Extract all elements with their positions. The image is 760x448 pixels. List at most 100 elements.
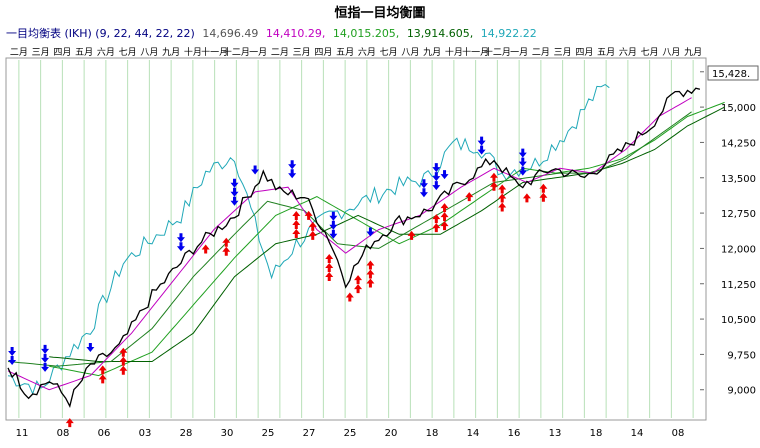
arrow-shape — [366, 278, 375, 288]
month-label: 四月 — [53, 47, 71, 58]
buy-arrow — [440, 203, 449, 213]
buy-arrow — [498, 202, 507, 212]
arrow-shape — [98, 374, 107, 384]
arrow-shape — [292, 219, 301, 229]
arrow-shape — [119, 356, 128, 366]
month-label: 三月 — [554, 47, 572, 58]
arrow-shape — [329, 229, 338, 239]
legend-value-price: 14,696.49 — [202, 27, 258, 40]
sell-arrow — [41, 362, 50, 372]
arrow-shape — [539, 192, 548, 202]
arrow-shape — [98, 365, 107, 375]
month-label: 九月 — [423, 47, 441, 58]
month-label: 三月 — [32, 47, 50, 58]
y-tick-label: 13,500 — [721, 174, 756, 185]
chart-title: 恒指一目均衡圖 — [334, 5, 425, 21]
buy-arrow — [201, 244, 210, 254]
month-label: 九月 — [162, 47, 180, 58]
arrow-shape — [354, 284, 363, 294]
buy-arrow — [539, 192, 548, 202]
arrow-shape — [477, 145, 486, 155]
sell-arrow — [432, 181, 441, 191]
x-tick-label: 25 — [262, 428, 275, 439]
arrow-shape — [41, 353, 50, 363]
series-tenkan — [7, 97, 692, 391]
sell-arrow — [477, 145, 486, 155]
legend-label: 一目均衡表 (IKH) (9, 22, 44, 22, 22) — [6, 26, 195, 40]
sell-arrow — [329, 211, 338, 221]
buy-arrow — [345, 292, 354, 302]
arrow-shape — [407, 230, 416, 240]
x-tick-label: 27 — [303, 428, 316, 439]
buy-arrow — [119, 365, 128, 375]
grid — [18, 60, 694, 418]
buy-arrow — [366, 269, 375, 279]
sell-arrow — [518, 166, 527, 176]
arrow-shape — [325, 254, 334, 264]
arrow-shape — [432, 172, 441, 182]
month-label: 八月 — [662, 47, 680, 58]
y-tick-label: 14,250 — [721, 138, 756, 149]
buy-arrow — [119, 347, 128, 357]
y-tick-label: 10,500 — [721, 315, 756, 326]
x-axis: 11 08 06 03 28 30 25 27 25 20 18 14 16 13 18 14 08 — [16, 428, 685, 439]
y-tick-label: 11,250 — [721, 280, 756, 291]
buy-arrow — [98, 374, 107, 384]
sell-arrow — [440, 170, 449, 180]
month-label: 七月 — [119, 47, 137, 58]
arrow-shape — [498, 184, 507, 194]
arrow-shape — [176, 242, 185, 252]
arrow-shape — [41, 362, 50, 372]
buy-arrow — [65, 418, 74, 428]
x-tick-label: 08 — [57, 428, 70, 439]
legend-value-chikou: 14,922.22 — [481, 27, 537, 40]
sell-arrow — [419, 188, 428, 198]
buy-arrow — [325, 272, 334, 282]
month-label: 五月 — [75, 47, 93, 58]
sell-arrow — [518, 148, 527, 158]
sell-arrow — [86, 343, 95, 353]
month-label: 一月 — [510, 47, 528, 58]
buy-arrow — [432, 223, 441, 233]
arrow-shape — [8, 356, 17, 366]
buy-arrow — [539, 183, 548, 193]
buy-arrow — [98, 365, 107, 375]
sell-arrow — [176, 233, 185, 243]
arrow-shape — [366, 260, 375, 270]
sell-arrow — [288, 169, 297, 179]
x-tick-label: 28 — [180, 428, 193, 439]
arrow-shape — [345, 292, 354, 302]
x-tick-label: 25 — [344, 428, 357, 439]
arrow-shape — [465, 192, 474, 202]
sell-arrow — [366, 227, 375, 237]
arrow-shape — [354, 275, 363, 285]
buy-arrow — [119, 356, 128, 366]
sell-arrow — [518, 157, 527, 167]
y-tick-label: 9,750 — [727, 350, 756, 361]
sell-arrow — [432, 163, 441, 173]
month-label: 二月 — [271, 47, 289, 58]
month-label: 七月 — [641, 47, 659, 58]
arrow-shape — [432, 163, 441, 173]
month-label: 五月 — [597, 47, 615, 58]
arrow-shape — [440, 170, 449, 180]
sell-arrow — [41, 353, 50, 363]
month-label: 二月 — [10, 47, 28, 58]
arrow-shape — [222, 246, 231, 256]
buy-arrow — [366, 260, 375, 270]
x-tick-label: 14 — [467, 428, 480, 439]
arrow-shape — [489, 172, 498, 182]
buy-arrow — [354, 275, 363, 285]
sell-arrow — [251, 165, 260, 175]
month-label: 五月 — [336, 47, 354, 58]
y-axis: 9,000 9,750 10,500 11,250 12,000 12,750 13,500… — [700, 68, 756, 397]
sell-arrow — [230, 178, 239, 188]
last-price-tag: 15,428. — [707, 65, 759, 81]
sell-arrow — [329, 220, 338, 230]
arrow-shape — [292, 228, 301, 238]
sell-arrow — [176, 242, 185, 252]
month-label: 八月 — [140, 47, 158, 58]
arrow-shape — [304, 210, 313, 220]
month-label: 六月 — [619, 46, 637, 58]
